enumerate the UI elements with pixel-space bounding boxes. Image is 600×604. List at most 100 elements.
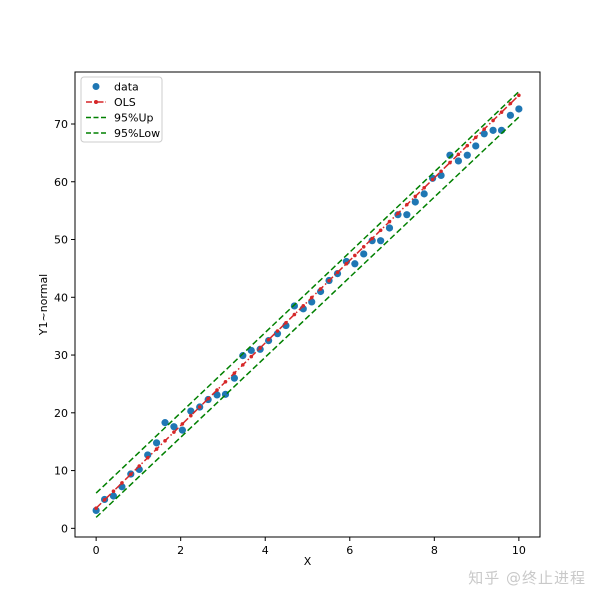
ols-point: [145, 455, 150, 460]
ols-point: [301, 304, 306, 308]
data-point: [239, 352, 247, 360]
ols-point: [353, 253, 357, 258]
ols-point: [465, 143, 470, 148]
legend-label-data: data: [114, 81, 139, 94]
band-95up-line: [95, 91, 520, 494]
data-point: [489, 126, 497, 134]
ols-point: [344, 261, 349, 266]
data-point: [368, 237, 376, 245]
ols-point: [309, 295, 314, 300]
ols-point: [206, 396, 210, 401]
y-tick-label: 40: [54, 291, 68, 304]
data-point: [472, 142, 480, 150]
ols-point: [94, 506, 98, 510]
data-point: [178, 426, 186, 434]
legend-box: [80, 76, 163, 143]
ols-point: [189, 413, 193, 418]
y-tick-label: 30: [54, 349, 68, 362]
ols-point: [180, 422, 185, 426]
ols-point: [422, 185, 426, 190]
data-point: [230, 374, 238, 382]
watermark: 知乎 @终止进程: [468, 569, 586, 587]
ols-point: [327, 278, 331, 283]
ols-point: [508, 101, 513, 106]
x-tick-label: 8: [431, 544, 438, 557]
data-point: [161, 419, 169, 427]
plot-frame: [74, 71, 541, 538]
ols-point: [473, 135, 478, 140]
data-point: [411, 198, 419, 206]
legend-label-95up: 95%Up: [114, 112, 154, 125]
data-point: [454, 157, 463, 165]
x-tick-label: 0: [93, 544, 100, 557]
data-point: [446, 151, 454, 159]
ols-point: [172, 430, 176, 434]
ols-point: [413, 194, 418, 199]
legend: data OLS 95%Up 95%Low: [80, 76, 163, 143]
ols-point: [499, 110, 504, 115]
ols-point: [439, 169, 443, 174]
data-point: [92, 506, 100, 515]
y-axis-label: Y1~normal: [37, 274, 50, 336]
data-point: [342, 257, 350, 266]
data-point: [273, 330, 282, 338]
data-point: [506, 111, 515, 119]
band-95low-line: [95, 116, 520, 518]
data-point: [351, 260, 359, 268]
ols-point: [335, 270, 340, 275]
ols-point: [318, 287, 323, 291]
ols-point: [387, 219, 392, 224]
data-point: [360, 250, 368, 258]
x-axis: 0 2 4 6 8 10: [93, 537, 526, 557]
ols-point: [491, 118, 495, 123]
ols-point: [137, 464, 142, 468]
y-tick-label: 0: [61, 522, 68, 535]
ols-point: [120, 481, 124, 485]
y-axis: 0 10 20 30 40 50 60 70: [54, 118, 75, 535]
ols-point: [197, 405, 202, 409]
ols-point: [275, 329, 280, 333]
ols-point: [292, 312, 297, 317]
ols-point: [249, 354, 254, 359]
legend-marker-ols: [94, 100, 98, 104]
ols-point: [111, 489, 116, 493]
ols-point: [361, 244, 366, 249]
y-tick-label: 20: [54, 407, 68, 420]
ols-point: [223, 379, 228, 384]
ols-point: [102, 498, 107, 502]
legend-marker-data: [92, 83, 100, 90]
ols-point: [396, 211, 400, 216]
data-point: [385, 224, 394, 232]
ols-point: [232, 371, 237, 375]
data-point: [290, 302, 298, 310]
ols-point: [378, 228, 383, 233]
ols-point: [215, 388, 219, 392]
ols-point: [430, 177, 435, 182]
x-axis-label: X: [304, 555, 312, 568]
legend-label-95low: 95%Low: [114, 127, 160, 140]
data-point: [170, 423, 178, 431]
legend-label-ols: OLS: [114, 96, 136, 109]
ols-point: [284, 320, 288, 325]
ols-point: [517, 93, 521, 98]
ols-point: [154, 447, 159, 451]
ols-line: [95, 94, 520, 509]
y-tick-label: 50: [54, 234, 68, 247]
ols-point: [129, 472, 133, 477]
series-layer: [92, 91, 523, 518]
x-tick-label: 2: [177, 544, 184, 557]
ols-point: [266, 337, 271, 342]
data-point: [463, 151, 471, 159]
ols-point: [163, 439, 167, 443]
ols-point: [370, 236, 374, 241]
data-point: [152, 439, 161, 447]
data-point: [420, 190, 428, 198]
x-tick-label: 10: [512, 544, 526, 557]
data-point: [247, 346, 255, 355]
x-tick-label: 6: [346, 544, 353, 557]
data-point: [480, 130, 488, 138]
ols-point: [448, 160, 452, 165]
data-point: [403, 211, 411, 219]
data-point: [213, 391, 221, 399]
